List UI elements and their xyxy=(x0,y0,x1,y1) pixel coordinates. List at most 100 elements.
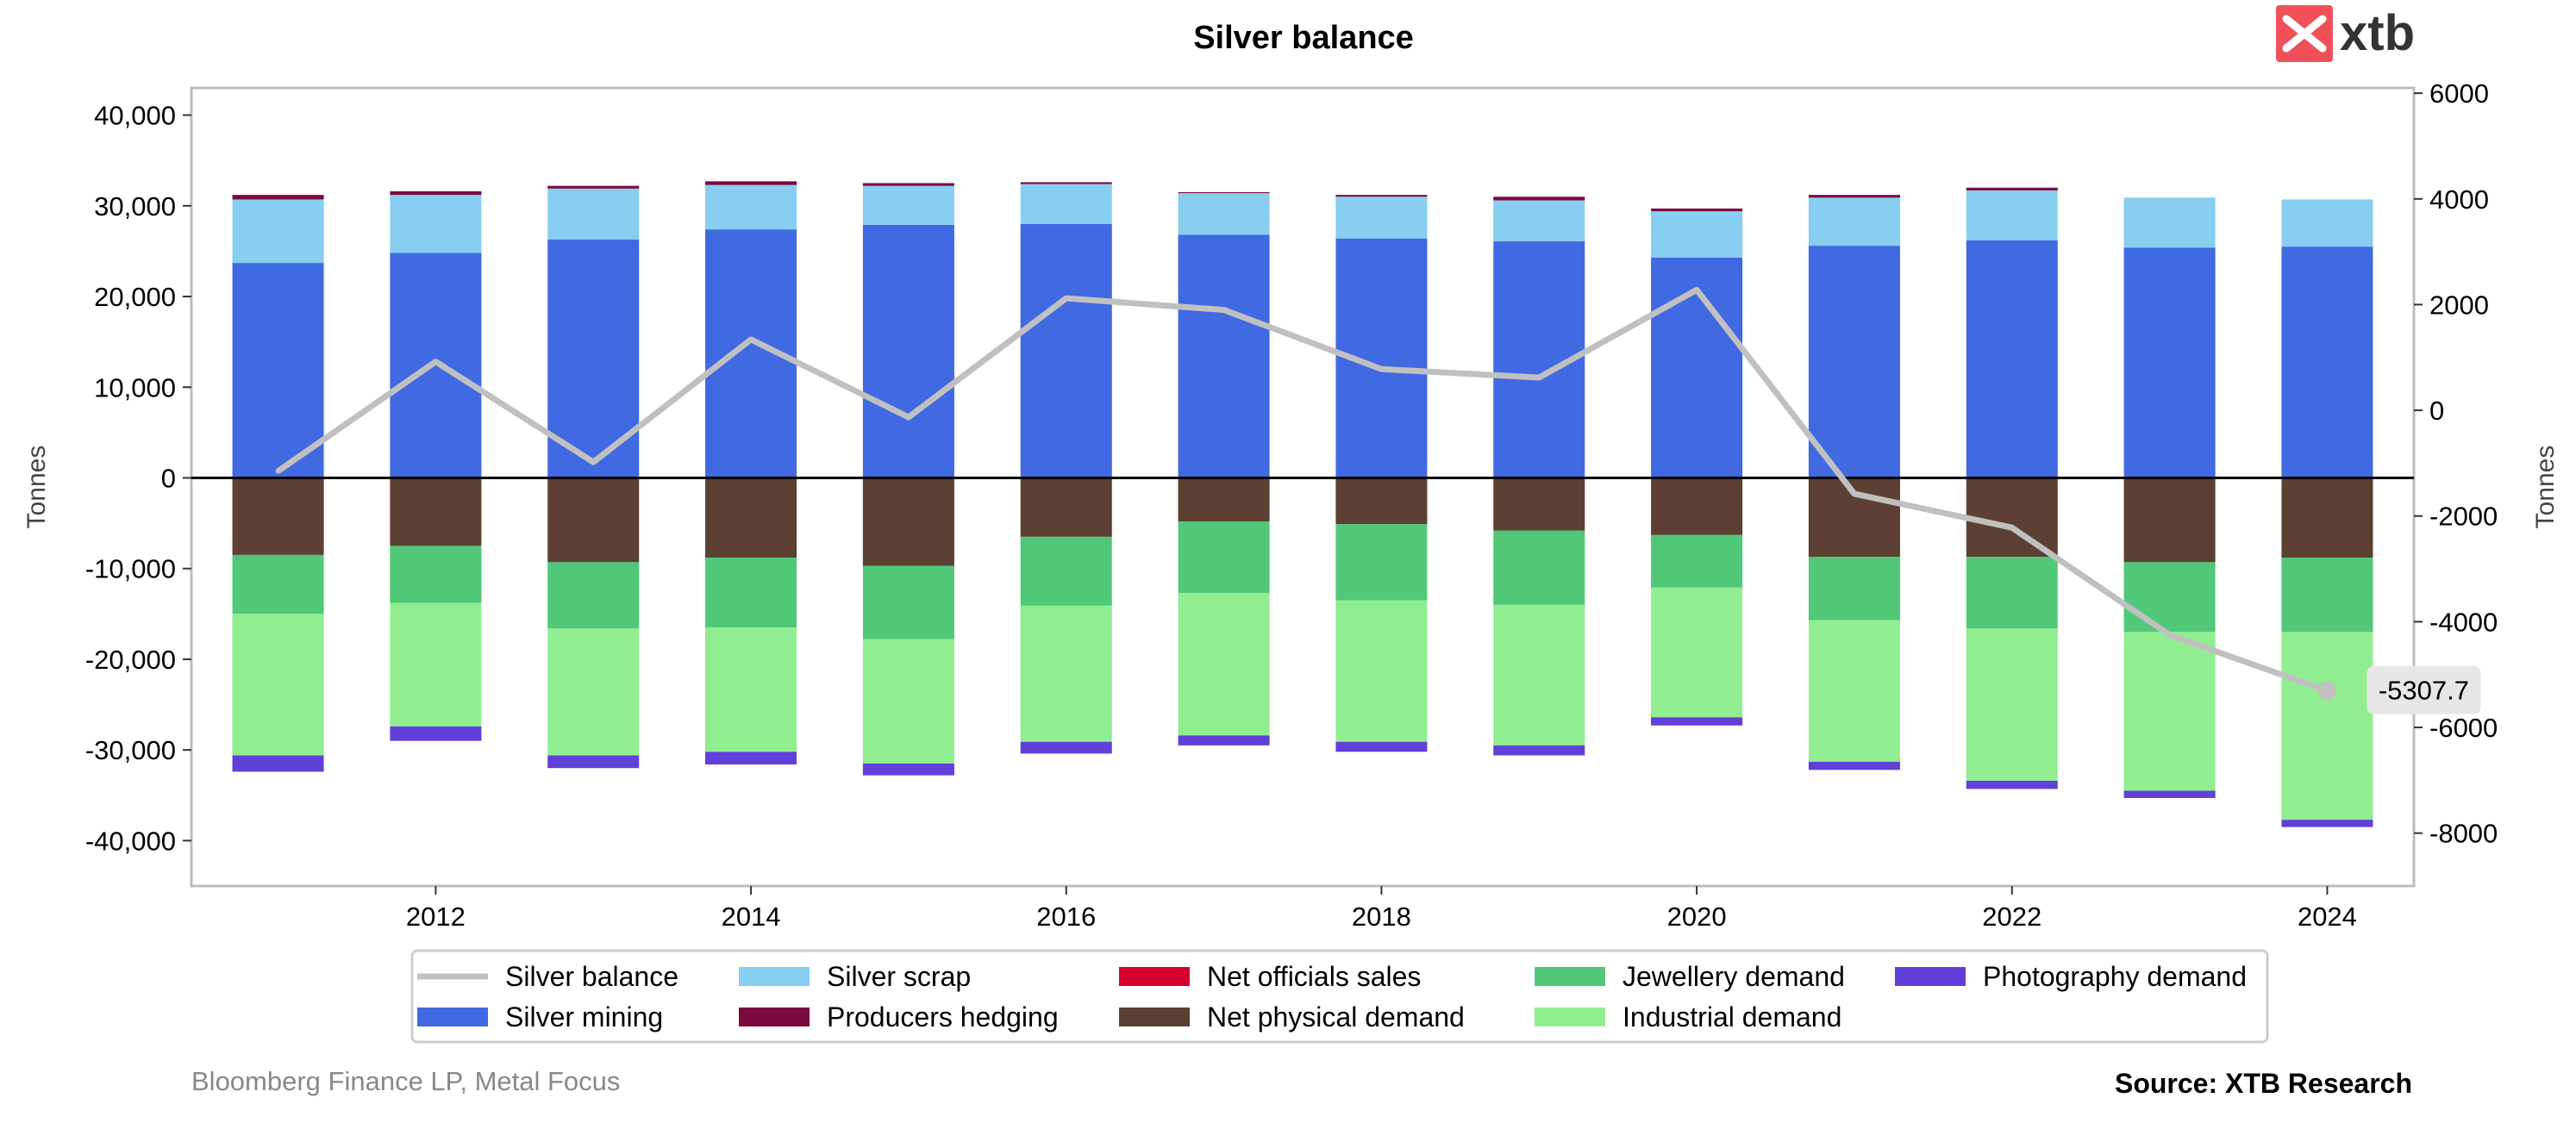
source-left: Bloomberg Finance LP, Metal Focus xyxy=(191,1066,620,1096)
bars-layer xyxy=(232,181,2373,827)
bar-photography-demand-2011 xyxy=(232,755,324,772)
y-right-tick-label: 0 xyxy=(2429,396,2444,426)
point-silver-balance-2023 xyxy=(2166,632,2173,638)
y-axis-label-left: Tonnes xyxy=(22,446,51,529)
x-tick-label: 2018 xyxy=(1352,902,1411,932)
bar-silver-mining-2016 xyxy=(1020,223,1112,478)
bar-industrial-demand-2022 xyxy=(1966,628,2058,781)
legend-swatch-silver-scrap xyxy=(739,967,810,986)
chart-title: Silver balance xyxy=(1193,20,1414,56)
annotation-layer: -5307.7 xyxy=(2317,665,2481,714)
legend-box xyxy=(410,949,2269,1044)
bar-industrial-demand-2021 xyxy=(1808,620,1900,762)
bar-jewellery-demand-2013 xyxy=(547,562,640,629)
legend-label-net-physical-demand: Net physical demand xyxy=(1207,1001,1465,1033)
bar-industrial-demand-2018 xyxy=(1335,600,1428,742)
point-silver-balance-2014 xyxy=(748,336,754,342)
source-right: Source: XTB Research xyxy=(2115,1068,2412,1099)
bar-net-physical-demand-2015 xyxy=(862,477,954,566)
bar-silver-mining-2012 xyxy=(390,253,482,478)
bar-silver-scrap-2012 xyxy=(390,195,482,253)
bar-industrial-demand-2015 xyxy=(862,639,954,764)
x-tick-label: 2020 xyxy=(1667,902,1727,932)
bar-jewellery-demand-2018 xyxy=(1335,524,1428,601)
bar-jewellery-demand-2021 xyxy=(1808,557,1900,621)
bar-silver-mining-2024 xyxy=(2281,246,2373,478)
bar-industrial-demand-2012 xyxy=(390,602,482,727)
bar-jewellery-demand-2016 xyxy=(1020,536,1112,606)
bar-photography-demand-2023 xyxy=(2123,790,2216,798)
bar-photography-demand-2021 xyxy=(1808,761,1900,771)
y-left-tick-label: -20,000 xyxy=(85,645,176,675)
bar-silver-scrap-2024 xyxy=(2281,199,2373,247)
bar-photography-demand-2016 xyxy=(1020,741,1112,754)
legend: Silver balance Silver scrap Net officials … xyxy=(410,949,2269,1044)
bar-jewellery-demand-2012 xyxy=(390,546,482,603)
legend-label-silver-balance: Silver balance xyxy=(505,961,678,992)
bar-silver-scrap-2016 xyxy=(1020,184,1112,224)
bar-industrial-demand-2016 xyxy=(1020,605,1112,742)
x-tick-label: 2014 xyxy=(722,902,781,932)
bar-silver-scrap-2021 xyxy=(1808,197,1900,246)
bar-net-physical-demand-2016 xyxy=(1020,477,1112,537)
bar-silver-scrap-2013 xyxy=(547,188,640,240)
bar-silver-scrap-2023 xyxy=(2123,197,2216,248)
x-tick-label: 2024 xyxy=(2298,902,2357,932)
bar-silver-mining-2023 xyxy=(2123,247,2216,478)
y-axis-label-right: Tonnes xyxy=(2531,446,2560,529)
bar-silver-scrap-2015 xyxy=(862,185,954,225)
point-silver-balance-2012 xyxy=(433,359,439,365)
bar-producers-hedging-2021 xyxy=(1808,195,1900,198)
bar-photography-demand-2019 xyxy=(1493,745,1585,756)
legend-label-jewellery-demand: Jewellery demand xyxy=(1623,961,1845,992)
plot-area xyxy=(190,86,2416,888)
legend-label-silver-scrap: Silver scrap xyxy=(827,961,971,992)
bar-silver-scrap-2017 xyxy=(1178,193,1270,235)
y-left-tick-label: 40,000 xyxy=(94,101,176,131)
bar-industrial-demand-2023 xyxy=(2123,632,2216,791)
bar-silver-scrap-2019 xyxy=(1493,200,1585,241)
bar-net-physical-demand-2017 xyxy=(1178,477,1270,521)
xtb-logo: xtb xyxy=(2276,5,2415,62)
bar-producers-hedging-2019 xyxy=(1493,197,1585,201)
point-silver-balance-2020 xyxy=(1694,287,1700,293)
bar-producers-hedging-2017 xyxy=(1178,192,1270,194)
bar-net-physical-demand-2012 xyxy=(390,477,482,546)
bar-producers-hedging-2015 xyxy=(862,183,954,186)
x-tick-label: 2022 xyxy=(1982,902,2041,932)
bar-net-physical-demand-2014 xyxy=(705,477,797,558)
y-right-tick-label: 4000 xyxy=(2429,184,2489,215)
bar-producers-hedging-2022 xyxy=(1966,187,2058,190)
bar-producers-hedging-2016 xyxy=(1020,182,1112,184)
y-left-tick-label: -10,000 xyxy=(85,554,176,584)
legend-label-photography-demand: Photography demand xyxy=(1983,961,2247,992)
bar-industrial-demand-2024 xyxy=(2281,632,2373,820)
bar-silver-scrap-2020 xyxy=(1651,211,1743,258)
bar-photography-demand-2012 xyxy=(390,726,482,741)
bar-jewellery-demand-2019 xyxy=(1493,530,1585,605)
bar-jewellery-demand-2024 xyxy=(2281,558,2373,633)
bar-photography-demand-2024 xyxy=(2281,820,2373,827)
y-right-tick-label: -8000 xyxy=(2429,819,2498,849)
bar-net-physical-demand-2022 xyxy=(1966,477,2058,558)
bar-jewellery-demand-2020 xyxy=(1651,534,1743,588)
legend-label-industrial-demand: Industrial demand xyxy=(1623,1001,1841,1033)
point-silver-balance-2017 xyxy=(1221,307,1227,313)
point-silver-balance-2016 xyxy=(1063,296,1069,302)
bar-jewellery-demand-2014 xyxy=(705,558,797,628)
point-silver-balance-2018 xyxy=(1379,366,1385,372)
series-line-silver-balance xyxy=(276,286,2329,694)
bar-industrial-demand-2014 xyxy=(705,627,797,752)
bar-silver-scrap-2011 xyxy=(232,199,324,264)
logo-text: xtb xyxy=(2340,5,2415,61)
bar-silver-mining-2011 xyxy=(232,263,324,478)
y-right-tick-label: -4000 xyxy=(2429,607,2498,637)
legend-swatch-jewellery-demand xyxy=(1535,967,1605,986)
bar-photography-demand-2013 xyxy=(547,755,640,769)
legend-swatch-photography-demand xyxy=(1895,967,1966,986)
y-left-tick-label: 20,000 xyxy=(94,282,176,312)
bar-net-physical-demand-2013 xyxy=(547,477,640,563)
bar-net-physical-demand-2020 xyxy=(1651,477,1743,535)
bar-jewellery-demand-2017 xyxy=(1178,521,1270,594)
bar-net-physical-demand-2024 xyxy=(2281,477,2373,558)
